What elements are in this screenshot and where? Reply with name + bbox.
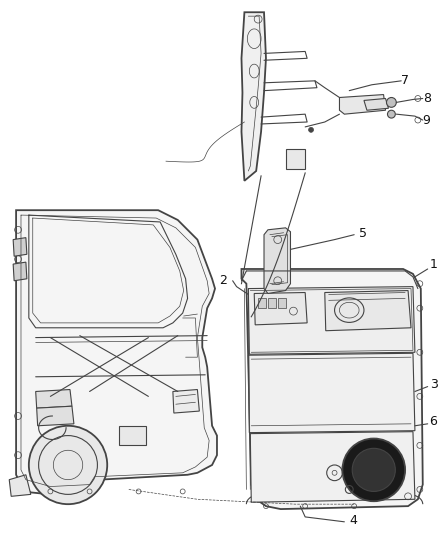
Polygon shape <box>16 210 217 495</box>
Polygon shape <box>339 94 385 114</box>
Text: 7: 7 <box>401 74 409 87</box>
Text: 8: 8 <box>423 92 431 105</box>
Circle shape <box>352 448 396 491</box>
Text: 3: 3 <box>430 378 438 391</box>
Text: 6: 6 <box>430 415 438 429</box>
Polygon shape <box>254 293 307 325</box>
Polygon shape <box>258 298 266 308</box>
Text: 9: 9 <box>423 114 431 126</box>
Circle shape <box>343 439 405 501</box>
Polygon shape <box>268 298 276 308</box>
Polygon shape <box>173 390 199 413</box>
Text: 5: 5 <box>359 227 367 240</box>
Polygon shape <box>248 287 415 354</box>
Polygon shape <box>13 262 27 281</box>
Text: 1: 1 <box>430 257 438 271</box>
Circle shape <box>309 127 314 132</box>
Polygon shape <box>35 390 72 408</box>
Polygon shape <box>119 426 146 446</box>
Circle shape <box>386 98 396 107</box>
Polygon shape <box>37 406 74 426</box>
Polygon shape <box>248 353 415 433</box>
Polygon shape <box>241 12 266 181</box>
Polygon shape <box>264 228 290 294</box>
Polygon shape <box>9 475 31 496</box>
Polygon shape <box>286 149 305 169</box>
Polygon shape <box>250 432 415 502</box>
Polygon shape <box>13 238 27 256</box>
Circle shape <box>29 426 107 504</box>
Polygon shape <box>278 298 286 308</box>
Polygon shape <box>325 290 411 330</box>
Polygon shape <box>364 99 389 110</box>
Text: 2: 2 <box>219 274 227 287</box>
Polygon shape <box>241 269 423 509</box>
Circle shape <box>388 110 396 118</box>
Text: 4: 4 <box>349 514 357 527</box>
